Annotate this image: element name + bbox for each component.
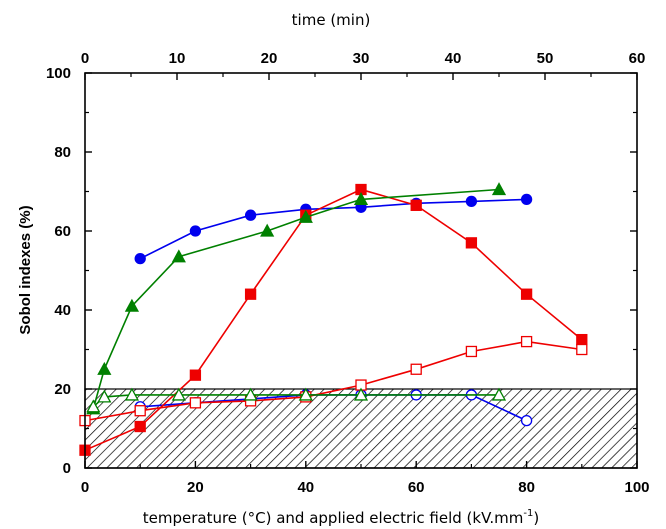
y-tick-label-80: 80	[54, 144, 71, 161]
y-tick-label-100: 100	[46, 65, 71, 82]
series-4-point-1	[97, 361, 112, 375]
series-3-point-1	[134, 405, 146, 417]
series-3-point-9	[576, 343, 588, 356]
series-5-point-3	[171, 387, 186, 401]
series-3-point-2	[189, 397, 202, 409]
series-5-point-2	[124, 387, 140, 401]
x-top-tick-label-0: 0	[81, 50, 89, 67]
x-top-tick-label-50: 50	[537, 50, 554, 67]
x-top-tick-label-30: 30	[353, 50, 370, 67]
series-0-point-7	[520, 193, 533, 206]
x-tick-label-80: 80	[518, 479, 535, 496]
hatched-band	[84, 388, 638, 469]
series-5-point-6	[353, 387, 369, 401]
series-2-point-8	[520, 288, 533, 300]
series-4-point-4	[260, 223, 275, 237]
y-tick-label-60: 60	[54, 223, 71, 240]
series-4	[86, 182, 507, 415]
x-tick-label-0: 0	[81, 479, 89, 496]
x-axis-title-superscript: -1	[523, 508, 533, 519]
series-3-point-8	[520, 335, 533, 348]
x-axis-title-bottom: temperature (°C) and applied electric fi…	[143, 508, 540, 527]
series-0-point-1	[189, 225, 202, 237]
x-axis-title-main: temperature (°C) and applied electric fi…	[143, 509, 524, 527]
series-2-point-3	[244, 288, 257, 300]
y-axis-title: Sobol indexes (%)	[17, 205, 34, 334]
y-tick-label-40: 40	[54, 302, 71, 319]
series-2-point-2	[189, 369, 202, 381]
series-2-line	[84, 188, 583, 451]
axes: 0 20 40 60 80 100 0 10 20 30 40 50 60 0 20 40 60 80 100	[46, 50, 650, 496]
x-tick-label-100: 100	[624, 479, 649, 496]
x-tick-label-40: 40	[297, 479, 314, 496]
series-1-point-7	[520, 414, 533, 427]
x-top-tick-label-40: 40	[445, 50, 462, 67]
series-0-point-2	[244, 209, 257, 221]
threshold-band	[84, 388, 638, 469]
series-5	[86, 387, 507, 413]
series-5-point-4	[243, 387, 258, 401]
series-0-point-0	[134, 252, 146, 265]
series-3-line	[84, 340, 582, 422]
series-5-point-1	[97, 389, 112, 403]
x-tick-label-20: 20	[187, 479, 204, 496]
series-layer	[79, 182, 588, 456]
y-tick-label-0: 0	[63, 460, 71, 477]
x-top-tick-label-20: 20	[261, 50, 278, 67]
series-5-line	[92, 394, 499, 408]
x-axis-title-close: )	[533, 509, 539, 527]
series-2-point-9	[576, 333, 588, 346]
series-4-point-6	[353, 192, 369, 206]
series-4-point-5	[298, 209, 313, 223]
x-tick-label-60: 60	[408, 479, 425, 496]
x-axis-title-top: time (min)	[292, 11, 371, 29]
series-4-point-2	[124, 298, 140, 312]
series-4-point-7	[491, 182, 507, 196]
series-4-line	[92, 188, 500, 410]
series-0	[134, 193, 533, 265]
series-2-point-6	[410, 199, 422, 211]
series-2-point-7	[465, 237, 478, 249]
series-5-point-5	[298, 387, 313, 401]
series-4-point-3	[171, 249, 186, 263]
series-3-point-7	[465, 345, 478, 358]
series-0-point-6	[465, 195, 478, 208]
series-5-point-0	[86, 399, 101, 413]
y-tick-label-20: 20	[54, 381, 71, 398]
series-5-point-7	[491, 387, 507, 401]
x-top-tick-label-10: 10	[169, 50, 186, 67]
series-2-point-1	[134, 420, 146, 433]
series-3-point-6	[410, 363, 422, 375]
x-top-tick-label-60: 60	[629, 50, 646, 67]
